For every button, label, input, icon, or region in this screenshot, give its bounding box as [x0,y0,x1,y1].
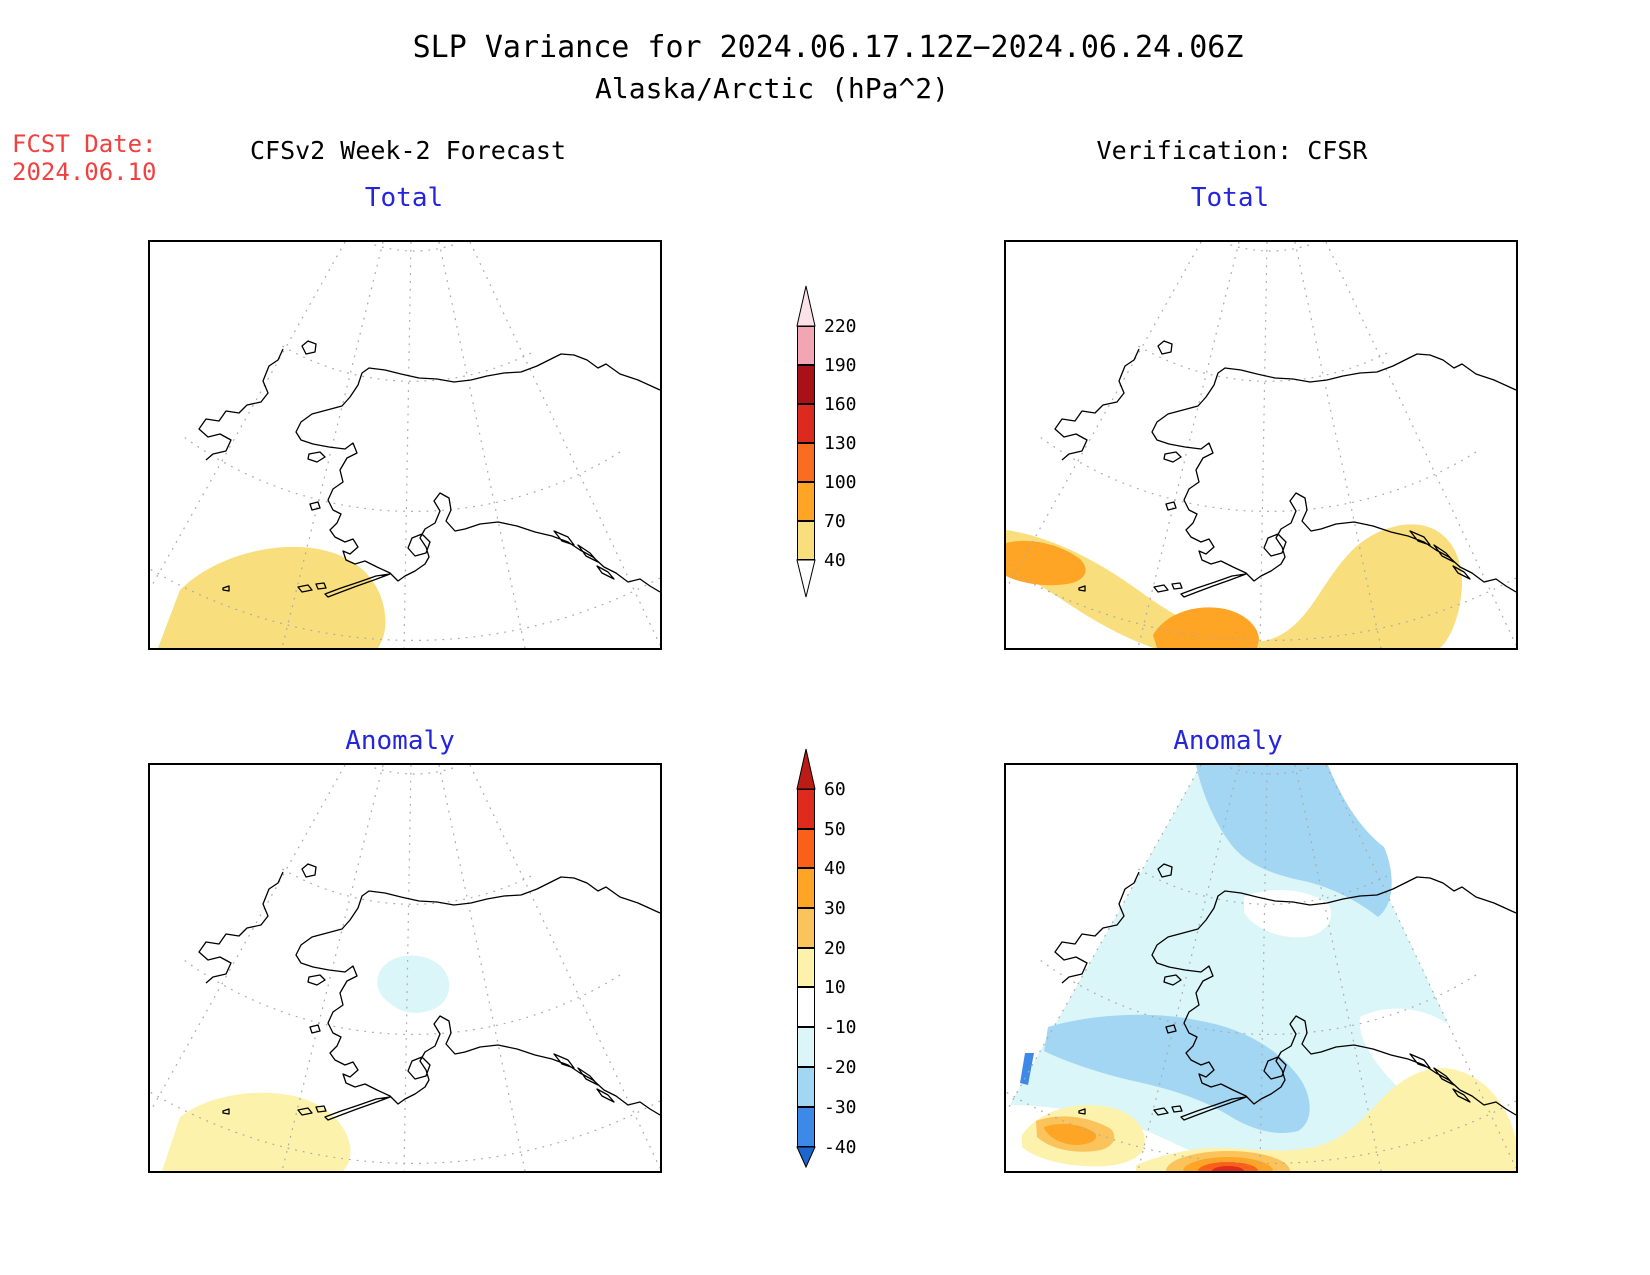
verif-anom-10-20-gulf-region [1136,1067,1516,1171]
colorbar-tick-label: 30 [824,898,846,919]
colorbar-segment [797,482,815,521]
colorbar-segment [797,1107,815,1147]
colorbar-segment [797,987,815,1027]
verif-total-70-100-west-core [1006,540,1086,586]
verif-anom-neutral-coast-patch [1244,890,1332,938]
verif-total-70-100-south-core [1153,607,1259,648]
map-verification-total [1004,240,1518,650]
verif-anom-neg20-30-bering-band [1044,1014,1310,1134]
panel-title-verification-anomaly: Anomaly [1173,726,1283,756]
colorbar-segment [797,1067,815,1107]
colorbar-segment [797,404,815,443]
colorbar-tick-label: 50 [824,819,846,840]
colorbar-segment [797,908,815,948]
colorbar-tick-label: 220 [824,316,857,337]
panel-title-forecast-anomaly: Anomaly [345,726,455,756]
page-title: SLP Variance for 2024.06.17.12Z−2024.06.… [412,30,1244,65]
fcst-anom-neg10-20-patch [377,955,450,1013]
forecast-date-label: FCST Date: [12,130,157,158]
colorbar-tick-label: 130 [824,433,857,454]
panel-title-forecast-total: Total [364,183,444,213]
colorbar-tick-label: 160 [824,394,857,415]
colorbar-tick-label: -40 [824,1137,857,1158]
colorbar-segment [797,443,815,482]
colorbar-end-cap [796,1146,816,1169]
forecast-column-header: CFSv2 Week-2 Forecast [249,136,567,165]
colorbar-tick-label: 10 [824,977,846,998]
verification-column-header: Verification: CFSR [1096,136,1368,165]
colorbar-tick-label: 40 [824,550,846,571]
colorbar-tick-label: 20 [824,938,846,959]
map-forecast-total [148,240,662,650]
colorbar-segment [797,365,815,404]
colorbar-end-cap [796,748,816,790]
forecast-date-block: FCST Date: 2024.06.10 [12,130,157,186]
colorbar-tick-label: 40 [824,858,846,879]
colorbar-tick-label: -10 [824,1017,857,1038]
colorbar-segment [797,868,815,908]
map-verification-anomaly [1004,763,1518,1173]
colorbar-tick-label: -20 [824,1057,857,1078]
colorbar-segment [797,326,815,365]
forecast-date-value: 2024.06.10 [12,158,157,186]
colorbar-segment [797,948,815,987]
colorbar-tick-label: 190 [824,355,857,376]
colorbar-tick-label: 100 [824,472,857,493]
verif-anom-50-60-core [1212,1166,1244,1171]
colorbar-tick-label: 60 [824,779,846,800]
verif-total-40-70-band [1006,524,1462,648]
verif-anom-neg20-30-north-region [1196,765,1392,917]
fcst-total-40-70-region [158,546,386,648]
page-subtitle: Alaska/Arctic (hPa^2) [594,72,950,105]
colorbar-segment [797,829,815,868]
colorbar-end-cap [796,285,816,327]
panel-title-verification-total: Total [1190,183,1270,213]
colorbar-tick-label: 70 [824,511,846,532]
colorbar-end-cap [796,559,816,598]
verif-anom-neg30-40-sliver [1020,1053,1034,1085]
verif-anom-30-40-west-core [1044,1123,1097,1145]
map-forecast-anomaly [148,763,662,1173]
colorbar-segment [797,521,815,560]
colorbar-tick-label: -30 [824,1097,857,1118]
colorbar-segment [797,1027,815,1067]
colorbar-segment [797,789,815,829]
